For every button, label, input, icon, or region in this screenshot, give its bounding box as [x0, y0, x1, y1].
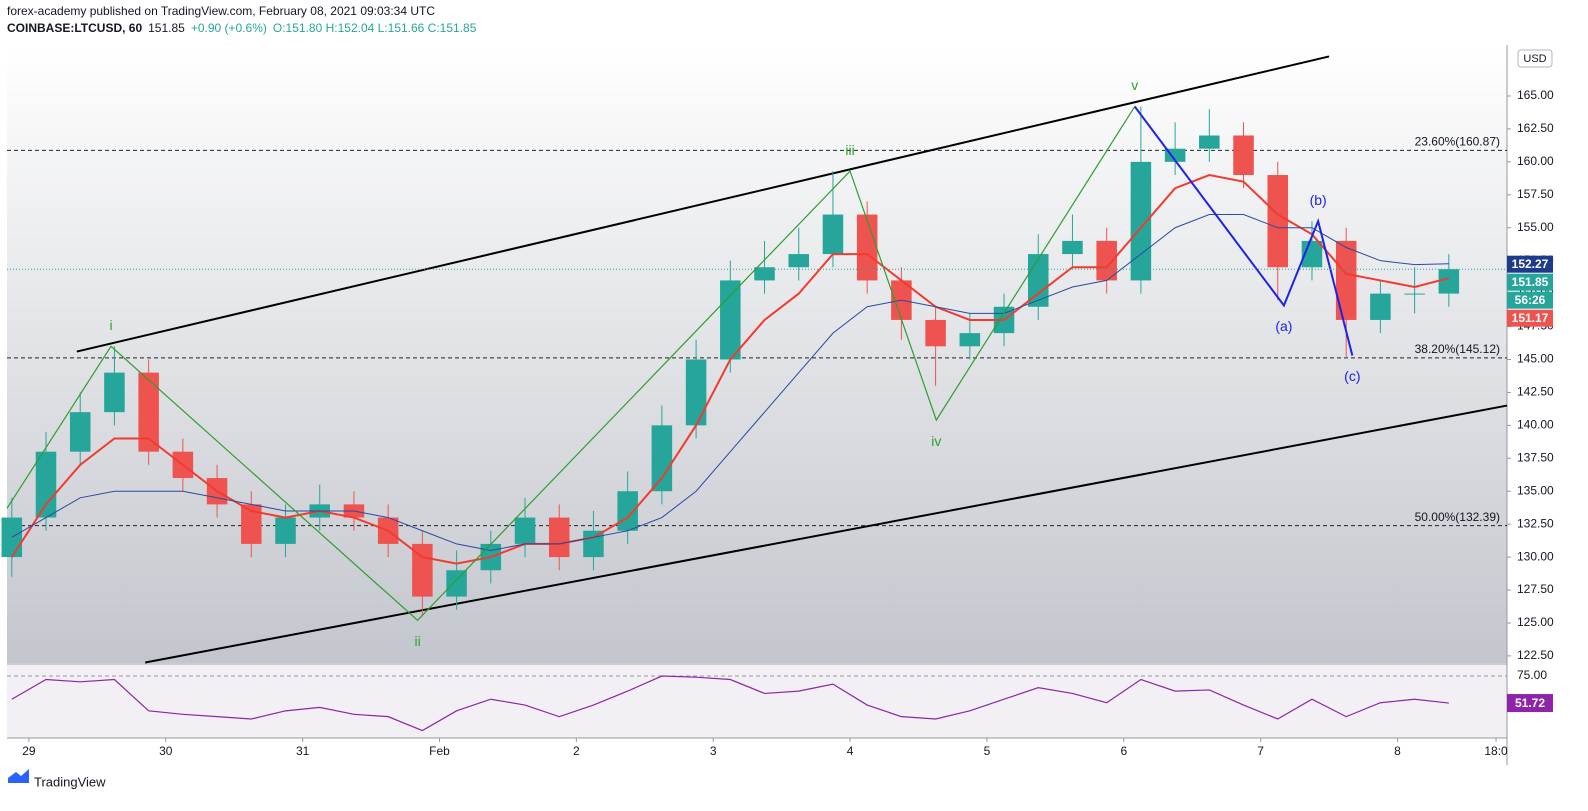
candle-body	[685, 359, 707, 426]
candle-body	[1199, 135, 1220, 149]
candle-body	[583, 530, 604, 558]
x-tick-label: 6	[1120, 744, 1127, 758]
price-label-box	[1507, 273, 1553, 291]
x-tick-label: 4	[847, 744, 854, 758]
y-tick-label: 157.50	[1517, 187, 1554, 201]
candle-body	[1233, 135, 1254, 176]
y-tick-label: 165.00	[1517, 88, 1554, 102]
y-tick-label: 125.00	[1517, 615, 1554, 629]
candle-body	[1062, 240, 1083, 255]
x-tick-label: 18:0	[1484, 744, 1508, 758]
x-tick-label: 31	[296, 744, 310, 758]
price-label-box	[1507, 291, 1553, 309]
wave-label: iii	[845, 142, 854, 158]
y-tick-label: 132.50	[1517, 516, 1554, 530]
wave-label: v	[1131, 77, 1138, 93]
rsi-tick-label: 75.00	[1517, 668, 1547, 682]
y-tick-label: 155.00	[1517, 220, 1554, 234]
last-price: 151.85	[148, 21, 185, 35]
wave-label: (c)	[1344, 368, 1360, 384]
wave	[1133, 105, 1354, 356]
channel-line	[145, 404, 1508, 664]
fib-label: 38.20%(145.12)	[1415, 342, 1500, 356]
candle-body	[35, 451, 57, 518]
x-tick-label: 7	[1257, 744, 1264, 758]
rsi-label-box	[1507, 694, 1553, 713]
y-tick-label: 140.00	[1517, 418, 1554, 432]
y-tick-label: 160.00	[1517, 154, 1554, 168]
candle-body	[1438, 269, 1460, 294]
wave-label: iv	[931, 433, 941, 449]
x-tick-label: Feb	[429, 744, 450, 758]
y-tick-label: 135.00	[1517, 483, 1554, 497]
y-tick-label: 137.50	[1517, 450, 1554, 464]
rsi-line	[11, 675, 1449, 732]
plot-background	[7, 45, 1507, 663]
price-label-box	[1507, 309, 1553, 327]
channel-line	[76, 55, 1330, 353]
y-tick-label: 142.50	[1517, 385, 1554, 399]
price-label: 56:26	[1515, 293, 1546, 307]
wave-label: (b)	[1310, 192, 1327, 208]
y-tick-label: 145.00	[1517, 352, 1554, 366]
wave-label: i	[109, 317, 112, 333]
candle-body	[514, 517, 536, 544]
candle-body	[856, 214, 878, 281]
candle-body	[720, 280, 741, 360]
y-tick-label: 162.50	[1517, 121, 1554, 135]
price-label: 151.85	[1512, 275, 1549, 289]
candle-body	[69, 412, 91, 452]
x-tick-label: 8	[1394, 744, 1401, 758]
wave	[6, 106, 1136, 622]
brand-logo	[8, 769, 29, 783]
candle-body	[1267, 175, 1289, 268]
price-change: +0.90 (+0.6%)	[191, 21, 267, 35]
moving-average	[10, 173, 1450, 565]
y-tick-label: 130.00	[1517, 549, 1554, 563]
candle-body	[1404, 293, 1425, 295]
candle-body	[1370, 293, 1391, 320]
x-tick-label: 3	[710, 744, 717, 758]
candle-body	[241, 504, 262, 544]
price-label: 152.27	[1512, 257, 1549, 271]
wave-label: (a)	[1275, 318, 1292, 334]
candle-body	[275, 517, 296, 544]
candle-body	[959, 333, 981, 347]
x-tick-label: 5	[984, 744, 991, 758]
y-tick-label: 122.50	[1517, 648, 1554, 662]
x-tick-label: 30	[159, 744, 173, 758]
candle-body	[754, 267, 775, 281]
candle-body	[822, 214, 844, 255]
candle-body	[1335, 240, 1357, 320]
candle-body	[1096, 240, 1117, 281]
candle-body	[446, 570, 467, 597]
candle-body	[138, 372, 159, 452]
rsi-label: 51.72	[1515, 696, 1545, 710]
price-label-box	[1507, 255, 1553, 273]
candle-body	[617, 491, 638, 531]
currency-box[interactable]	[1517, 49, 1553, 68]
fib-label: 50.00%(132.39)	[1415, 510, 1500, 524]
candle-body	[925, 319, 946, 347]
candle-body	[788, 254, 810, 268]
y-tick-label: 127.50	[1517, 582, 1554, 596]
ohlc: O:151.80 H:152.04 L:151.66 C:151.85	[273, 21, 477, 35]
wave-label: ii	[414, 633, 420, 649]
brand: TradingView	[34, 774, 106, 789]
candle-body	[548, 517, 570, 558]
rsi-panel	[7, 665, 1507, 738]
author-line: forex-academy published on TradingView.c…	[7, 4, 435, 18]
moving-average	[11, 214, 1449, 552]
price-label: 151.17	[1512, 311, 1549, 325]
currency: USD	[1523, 53, 1546, 65]
candle-body	[104, 372, 125, 413]
symbol: COINBASE:LTCUSD, 60	[7, 21, 142, 35]
x-tick-label: 29	[22, 744, 36, 758]
x-tick-label: 2	[573, 744, 580, 758]
candle-body	[1130, 161, 1152, 281]
fib-label: 23.60%(160.87)	[1415, 135, 1500, 149]
candle-body	[651, 425, 673, 492]
